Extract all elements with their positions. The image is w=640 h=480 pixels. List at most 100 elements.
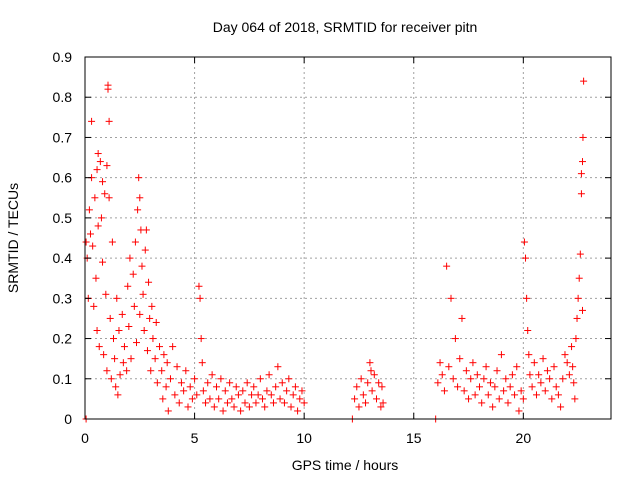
data-point (105, 194, 113, 202)
data-point (526, 371, 534, 379)
data-point (217, 375, 225, 383)
data-point (456, 355, 464, 363)
data-point (579, 306, 587, 314)
data-point (502, 375, 510, 383)
data-point (296, 395, 304, 403)
data-point (267, 391, 275, 399)
data-point (559, 375, 567, 383)
data-point (473, 371, 481, 379)
data-point (294, 407, 302, 415)
scatter-points (82, 77, 588, 423)
data-point (151, 355, 159, 363)
data-point (118, 310, 126, 318)
data-point (256, 375, 264, 383)
data-point (438, 371, 446, 379)
y-axis-label: SRMTID / TECUs (5, 183, 21, 293)
data-point (462, 367, 470, 375)
y-tick-label: 0.1 (53, 371, 73, 387)
data-point (102, 290, 110, 298)
data-point (232, 383, 240, 391)
data-point (554, 391, 562, 399)
data-point (85, 206, 93, 214)
data-point (276, 395, 284, 403)
data-point (114, 391, 122, 399)
data-point (135, 174, 143, 182)
data-point (112, 383, 120, 391)
data-point (198, 359, 206, 367)
data-point (378, 383, 386, 391)
data-point (298, 387, 306, 395)
data-point (134, 206, 142, 214)
data-point (163, 359, 171, 367)
data-point (357, 375, 365, 383)
y-tick-label: 0.6 (53, 170, 73, 186)
data-point (208, 371, 216, 379)
data-point (226, 379, 234, 387)
data-point (469, 359, 477, 367)
data-point (511, 391, 519, 399)
data-point (362, 399, 370, 407)
data-point (88, 117, 96, 125)
data-point (109, 335, 117, 343)
data-point (375, 379, 383, 387)
data-point (99, 258, 107, 266)
data-point (245, 403, 253, 411)
data-point (93, 327, 101, 335)
y-tick-label: 0.4 (53, 250, 73, 266)
data-point (519, 395, 527, 403)
data-point (366, 359, 374, 367)
data-point (537, 379, 545, 387)
data-point (94, 222, 102, 230)
data-point (101, 190, 109, 198)
data-point (149, 335, 157, 343)
data-point (148, 302, 156, 310)
data-point (493, 367, 501, 375)
data-point (460, 387, 468, 395)
data-point (152, 318, 160, 326)
data-point (92, 274, 100, 282)
data-point (184, 403, 192, 411)
data-point (171, 391, 179, 399)
data-point (484, 391, 492, 399)
data-point (434, 379, 442, 387)
data-point (287, 403, 295, 411)
data-point (105, 117, 113, 125)
data-point (269, 399, 277, 407)
data-point (160, 351, 168, 359)
data-point (90, 302, 98, 310)
data-point (103, 367, 111, 375)
data-point (116, 371, 124, 379)
data-point (532, 391, 540, 399)
data-point (96, 158, 104, 166)
data-point (565, 371, 573, 379)
data-point (543, 367, 551, 375)
data-point (489, 403, 497, 411)
data-point (223, 399, 231, 407)
data-point (486, 379, 494, 387)
data-point (436, 359, 444, 367)
data-point (574, 294, 582, 302)
data-point (289, 391, 297, 399)
data-point (528, 383, 536, 391)
data-point (550, 363, 558, 371)
y-tick-label: 0.7 (53, 129, 73, 145)
data-point (111, 355, 119, 363)
data-point (451, 335, 459, 343)
data-point (210, 403, 218, 411)
data-point (563, 359, 571, 367)
chart-title: Day 064 of 2018, SRMTID for receiver pit… (213, 19, 478, 35)
data-point (228, 395, 236, 403)
data-point (182, 367, 190, 375)
data-point (230, 403, 238, 411)
data-point (454, 383, 462, 391)
data-point (97, 214, 105, 222)
data-point (173, 363, 181, 371)
data-point (449, 375, 457, 383)
data-point (180, 387, 188, 395)
data-point (93, 166, 101, 174)
data-point (548, 395, 556, 403)
data-point (370, 371, 378, 379)
data-point (513, 363, 521, 371)
data-point (131, 238, 139, 246)
